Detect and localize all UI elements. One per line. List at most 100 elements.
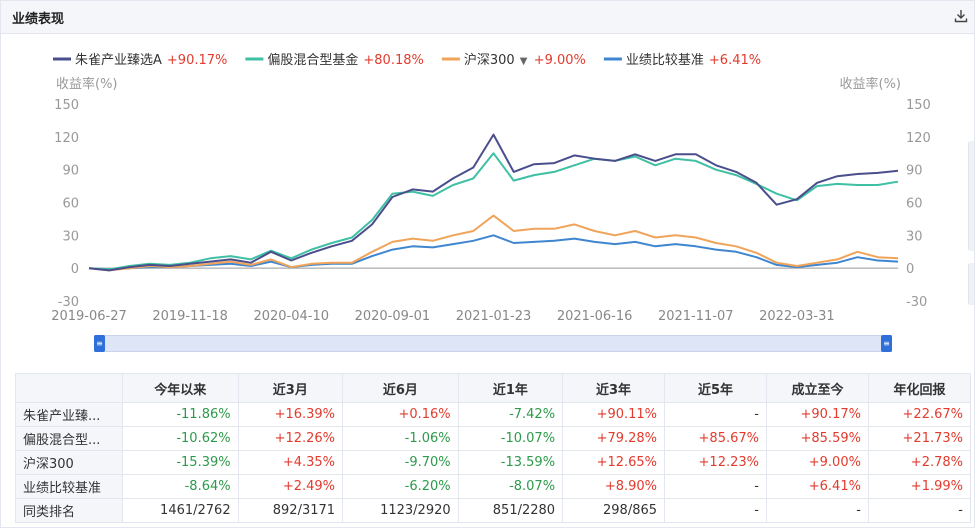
table-cell: 1123/2920 [342,498,459,523]
y-axis-title-left: 收益率(%) [56,76,118,92]
series-line [88,133,899,272]
column-header: 近5年 [664,373,767,403]
y-tick-label-right: 120 [906,131,931,146]
table-cell: -9.70% [342,450,459,475]
y-tick-label-right: 90 [906,164,923,179]
table-row: 同类排名 1461/2762 892/3171 1123/2920 851/2280 29… [15,498,972,523]
legend-label: 朱雀产业臻选A [75,53,162,68]
range-end-handle[interactable]: ≡ [881,335,892,352]
x-tick-label: 2021-11-07 [658,309,734,324]
table-cell: -11.86% [122,402,239,427]
table-cell: -6.20% [342,474,459,499]
x-tick-label: 2019-06-27 [51,309,127,324]
series-line [88,234,899,271]
table-cell: +8.90% [562,474,666,499]
x-tick-label: 2021-01-23 [456,309,532,324]
y-tick-label-left: 60 [62,197,79,212]
table-cell: +21.73% [867,426,972,451]
column-header: 年化回报 [867,373,972,403]
column-header [15,373,123,403]
column-header: 近3年 [562,373,666,403]
table-cell: +85.67% [664,426,767,451]
table-cell: -15.39% [122,450,239,475]
table-row: 朱雀产业臻... -11.86% +16.39% +0.16% -7.42% +90.11… [15,402,972,427]
legend-label: 偏股混合型基金 [267,52,358,68]
x-tick-label: 2020-04-10 [253,309,329,324]
y-tick-label-left: -30 [58,295,79,310]
column-header: 成立至今 [766,373,869,403]
table-cell: +2.78% [867,450,972,475]
table-cell: -7.42% [457,402,564,427]
y-tick-label-left: 150 [54,98,79,113]
table-cell: -10.62% [122,426,239,451]
column-header: 近3月 [237,373,344,403]
table-cell: -8.07% [457,474,564,499]
x-tick-label: 2022-03-31 [759,309,835,324]
table-cell: +12.23% [664,450,767,475]
column-header: 今年以来 [122,373,239,403]
row-label: 业绩比较基准 [15,474,123,499]
side-tab-upper[interactable] [968,141,974,251]
side-tab-lower[interactable] [968,263,974,305]
table-cell: +22.67% [867,402,972,427]
range-start-handle[interactable]: ≡ [94,335,105,352]
y-tick-label-left: 0 [71,262,79,277]
table-cell: +90.17% [766,402,869,427]
download-icon[interactable] [954,9,968,23]
performance-chart: 朱雀产业臻选A +90.17% 偏股混合型基金 +80.18% 沪深300 ▼ +9.00%… [51,52,931,324]
x-tick-label: 2020-09-01 [355,309,431,324]
table-cell: -1.06% [342,426,459,451]
table-cell: - [766,498,869,523]
x-tick-label: 2021-06-16 [557,309,633,324]
table-cell: 1461/2762 [122,498,239,523]
table-cell: - [867,498,972,523]
table-cell: - [664,402,767,427]
table-cell: +2.49% [237,474,344,499]
table-cell: +9.00% [766,450,869,475]
y-tick-label-right: 30 [906,229,923,244]
table-body: 朱雀产业臻... -11.86% +16.39% +0.16% -7.42% +90.11… [15,402,972,523]
series-line [88,214,899,272]
table-cell: +1.99% [867,474,972,499]
row-label: 偏股混合型... [15,426,123,451]
table-cell: +0.16% [342,402,459,427]
panel-header: 业绩表现 [1,1,974,34]
table-cell: +85.59% [766,426,869,451]
table-cell: +16.39% [237,402,344,427]
table-cell: - [664,498,767,523]
x-tick-label: 2019-11-18 [152,309,228,324]
y-tick-label-right: 60 [906,197,923,212]
legend-value: +80.18% [363,53,423,68]
legend-label: 沪深300 [464,52,515,68]
table-row: 业绩比较基准 -8.64% +2.49% -6.20% -8.07% +8.90% - +6.… [15,474,972,499]
y-axis-title-right: 收益率(%) [840,76,902,92]
table-cell: +6.41% [766,474,869,499]
legend-value: +6.41% [709,53,761,68]
row-label: 沪深300 [15,450,123,475]
table-cell: 892/3171 [237,498,344,523]
table-cell: 851/2280 [457,498,564,523]
column-header: 近1年 [457,373,564,403]
table-cell: -8.64% [122,474,239,499]
y-tick-label-left: 30 [62,229,79,244]
table-cell: +12.65% [562,450,666,475]
table-cell: -13.59% [457,450,564,475]
legend-value: +9.00% [534,53,586,68]
table-cell: +79.28% [562,426,666,451]
series-line [88,152,899,271]
table-cell: - [664,474,767,499]
legend-dropdown-icon: ▼ [520,56,528,67]
column-header: 近6月 [342,373,459,403]
table-cell: 298/865 [562,498,666,523]
table-cell: +12.26% [237,426,344,451]
y-tick-label-left: 90 [62,164,79,179]
y-tick-label-right: 0 [906,262,914,277]
table-row: 偏股混合型... -10.62% +12.26% -1.06% -10.07% +79.2… [15,426,972,451]
row-label: 同类排名 [15,498,123,523]
panel-title: 业绩表现 [12,12,65,27]
table-cell: -10.07% [457,426,564,451]
y-tick-label-right: -30 [906,295,927,310]
performance-table: 今年以来 近3月 近6月 近1年 近3年 近5年 成立至今 年化回报 朱雀产业臻... -11.… [15,373,972,523]
date-range-slider[interactable]: ≡ ≡ [94,335,892,352]
